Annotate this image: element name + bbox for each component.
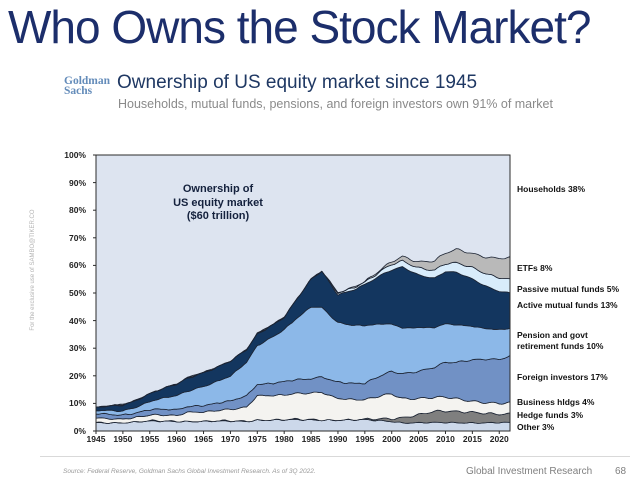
y-tick-10: 10% [68, 398, 86, 409]
label-hedge-funds: Hedge funds 3% [517, 410, 584, 420]
x-tick-1975: 1975 [247, 434, 267, 444]
y-tick-0: 0% [73, 426, 86, 436]
y-tick-40: 40% [68, 315, 86, 326]
y-tick-60: 60% [68, 260, 86, 271]
page-title: Who Owns the Stock Market? [8, 1, 591, 53]
footer-divider [40, 456, 630, 457]
annotation-line: ($60 trillion) [186, 210, 250, 222]
label-pension-and-govt-retirement-funds: Pension and govt retirement funds 10% [517, 330, 604, 351]
x-tick-2010: 2010 [436, 434, 455, 444]
footer-brand: Global Investment Research [466, 466, 593, 477]
x-tick-1995: 1995 [355, 434, 375, 444]
x-tick-1965: 1965 [194, 434, 213, 444]
x-tick-2005: 2005 [409, 434, 429, 444]
x-tick-2000: 2000 [382, 434, 402, 444]
label-business-hldgs: Business hldgs 4% [517, 397, 595, 407]
source-note: Source: Federal Reserve, Goldman Sachs G… [63, 468, 316, 475]
x-tick-1960: 1960 [167, 434, 187, 444]
x-tick-1945: 1945 [86, 434, 106, 444]
x-tick-1970: 1970 [220, 434, 240, 444]
label-households: Households 38% [517, 184, 586, 194]
y-tick-70: 70% [68, 232, 86, 243]
chart-subheading: Households, mutual funds, pensions, and … [118, 97, 553, 111]
label-etfs: ETFs 8% [517, 263, 553, 273]
label-other: Other 3% [517, 422, 555, 432]
x-tick-1980: 1980 [274, 434, 294, 444]
logo-line-1: Goldman [64, 75, 111, 87]
y-tick-20: 20% [68, 370, 86, 381]
y-tick-100: 100% [64, 150, 86, 160]
annotation-line: Ownership of [182, 183, 254, 195]
x-tick-1950: 1950 [113, 434, 133, 444]
goldman-sachs-logo: Goldman Sachs [64, 75, 111, 97]
y-tick-80: 80% [68, 205, 86, 216]
x-tick-1985: 1985 [301, 434, 321, 444]
logo-line-2: Sachs [64, 85, 93, 97]
chart-annotation: Ownership of US equity market ($60 trillio… [138, 183, 298, 224]
label-active-mutual-funds: Active mutual funds 13% [517, 300, 618, 310]
y-tick-30: 30% [68, 343, 86, 354]
x-tick-2020: 2020 [489, 434, 509, 444]
label-passive-mutual-funds: Passive mutual funds 5% [517, 284, 620, 294]
x-tick-1990: 1990 [328, 434, 348, 444]
label-foreign-investors: Foreign investors 17% [517, 372, 608, 382]
x-tick-1955: 1955 [140, 434, 160, 444]
x-tick-2015: 2015 [462, 434, 482, 444]
y-tick-50: 50% [68, 288, 86, 298]
ownership-stacked-area-chart [93, 154, 511, 434]
y-tick-90: 90% [68, 177, 86, 188]
annotation-line: US equity market [173, 196, 263, 209]
page-number: 68 [615, 466, 627, 477]
chart-heading: Ownership of US equity market since 1945 [117, 72, 478, 93]
exclusive-use-watermark: For the exclusive use of SAMBO@TIKER.CO [30, 209, 36, 331]
